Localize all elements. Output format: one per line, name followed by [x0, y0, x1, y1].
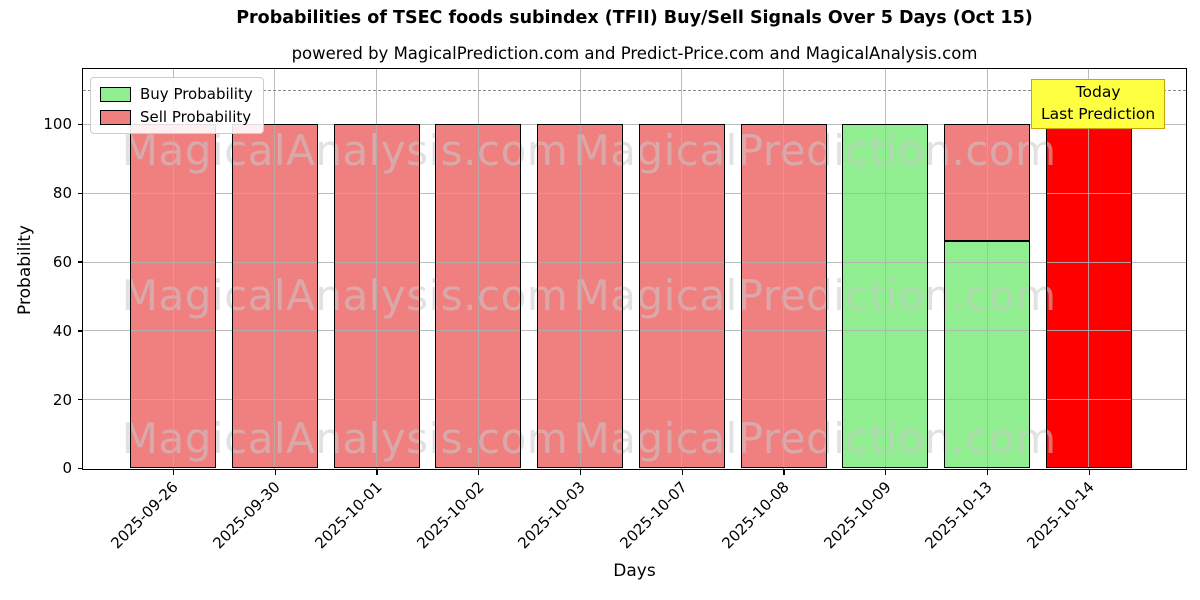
bar-segment-outline: [740, 124, 827, 468]
y-tick-label: 0: [62, 459, 72, 478]
bar-segment-outline: [231, 124, 318, 468]
sell-swatch-icon: [100, 109, 131, 125]
y-tick: [77, 330, 82, 332]
grid-line-vertical: [579, 69, 581, 469]
grid-line-vertical: [986, 69, 988, 469]
grid-line-horizontal: [83, 192, 1186, 194]
buy-swatch-icon: [100, 86, 131, 102]
x-tick: [1088, 470, 1090, 475]
grid-line-horizontal: [83, 330, 1186, 332]
watermark-text: MagicalPrediction.com: [573, 126, 1057, 175]
watermark-text: MagicalPrediction.com: [573, 414, 1057, 463]
grid-line-vertical: [681, 69, 683, 469]
grid-line-vertical: [172, 69, 174, 469]
grid-line-vertical: [376, 69, 377, 469]
bar-segment-outline: [435, 124, 522, 468]
grid-line-vertical: [274, 69, 276, 469]
x-tick: [274, 470, 276, 475]
grid-line-horizontal: [83, 261, 1186, 263]
x-tick: [783, 470, 785, 475]
x-tick: [986, 470, 989, 475]
x-tick: [885, 470, 887, 475]
grid-line-vertical: [1088, 69, 1090, 469]
x-tick: [681, 470, 683, 475]
grid-line-horizontal: [83, 399, 1186, 401]
legend: Buy Probability Sell Probability: [90, 77, 264, 134]
y-tick-label: 60: [52, 253, 72, 272]
bar-segment-outline: [333, 124, 420, 468]
x-tick: [172, 470, 175, 475]
bar-segment-outline: [944, 124, 1030, 241]
y-tick: [77, 192, 82, 194]
watermark-text: MagicalAnalysis.com: [121, 414, 569, 463]
x-tick: [579, 470, 582, 475]
plot-area: Buy Probability Sell Probability Today L…: [82, 68, 1187, 470]
bar-segment-outline: [842, 124, 929, 468]
x-tick: [376, 470, 378, 475]
chart-title: Probabilities of TSEC foods subindex (TF…: [236, 8, 1033, 28]
today-annotation-line1: Today: [1075, 83, 1121, 101]
legend-item-sell: Sell Probability: [100, 109, 253, 125]
legend-item-buy: Buy Probability: [100, 86, 253, 102]
grid-line-horizontal: [83, 124, 1186, 126]
legend-label-sell: Sell Probability: [140, 108, 252, 126]
grid-line-vertical: [783, 69, 784, 469]
y-tick-label: 20: [52, 390, 72, 409]
chart-subtitle: powered by MagicalPrediction.com and Pre…: [291, 44, 978, 63]
y-tick: [77, 261, 82, 263]
y-tick: [77, 467, 82, 470]
x-axis-label: Days: [613, 561, 656, 581]
watermark-text: MagicalAnalysis.com: [121, 271, 569, 320]
watermark-text: MagicalPrediction.com: [573, 271, 1057, 320]
bar-segment-outline: [130, 124, 216, 468]
bar-segment-outline: [944, 240, 1030, 468]
today-annotation-line2: Last Prediction: [1041, 105, 1156, 123]
y-tick-label: 80: [52, 184, 72, 203]
y-tick-label: 40: [52, 321, 72, 340]
y-tick: [77, 399, 82, 401]
y-tick-label: 100: [43, 115, 72, 134]
x-tick: [478, 470, 480, 475]
y-tick: [77, 123, 82, 126]
bar-segment-outline: [537, 124, 623, 468]
grid-line-vertical: [477, 69, 479, 469]
legend-label-buy: Buy Probability: [140, 85, 253, 103]
bar-segment-outline: [1045, 124, 1132, 468]
today-annotation: Today Last Prediction: [1031, 79, 1166, 129]
watermark-text: MagicalAnalysis.com: [121, 126, 569, 175]
grid-line-vertical: [884, 69, 886, 469]
bar-segment-outline: [638, 124, 725, 468]
dashed-threshold-line: [83, 89, 1186, 91]
